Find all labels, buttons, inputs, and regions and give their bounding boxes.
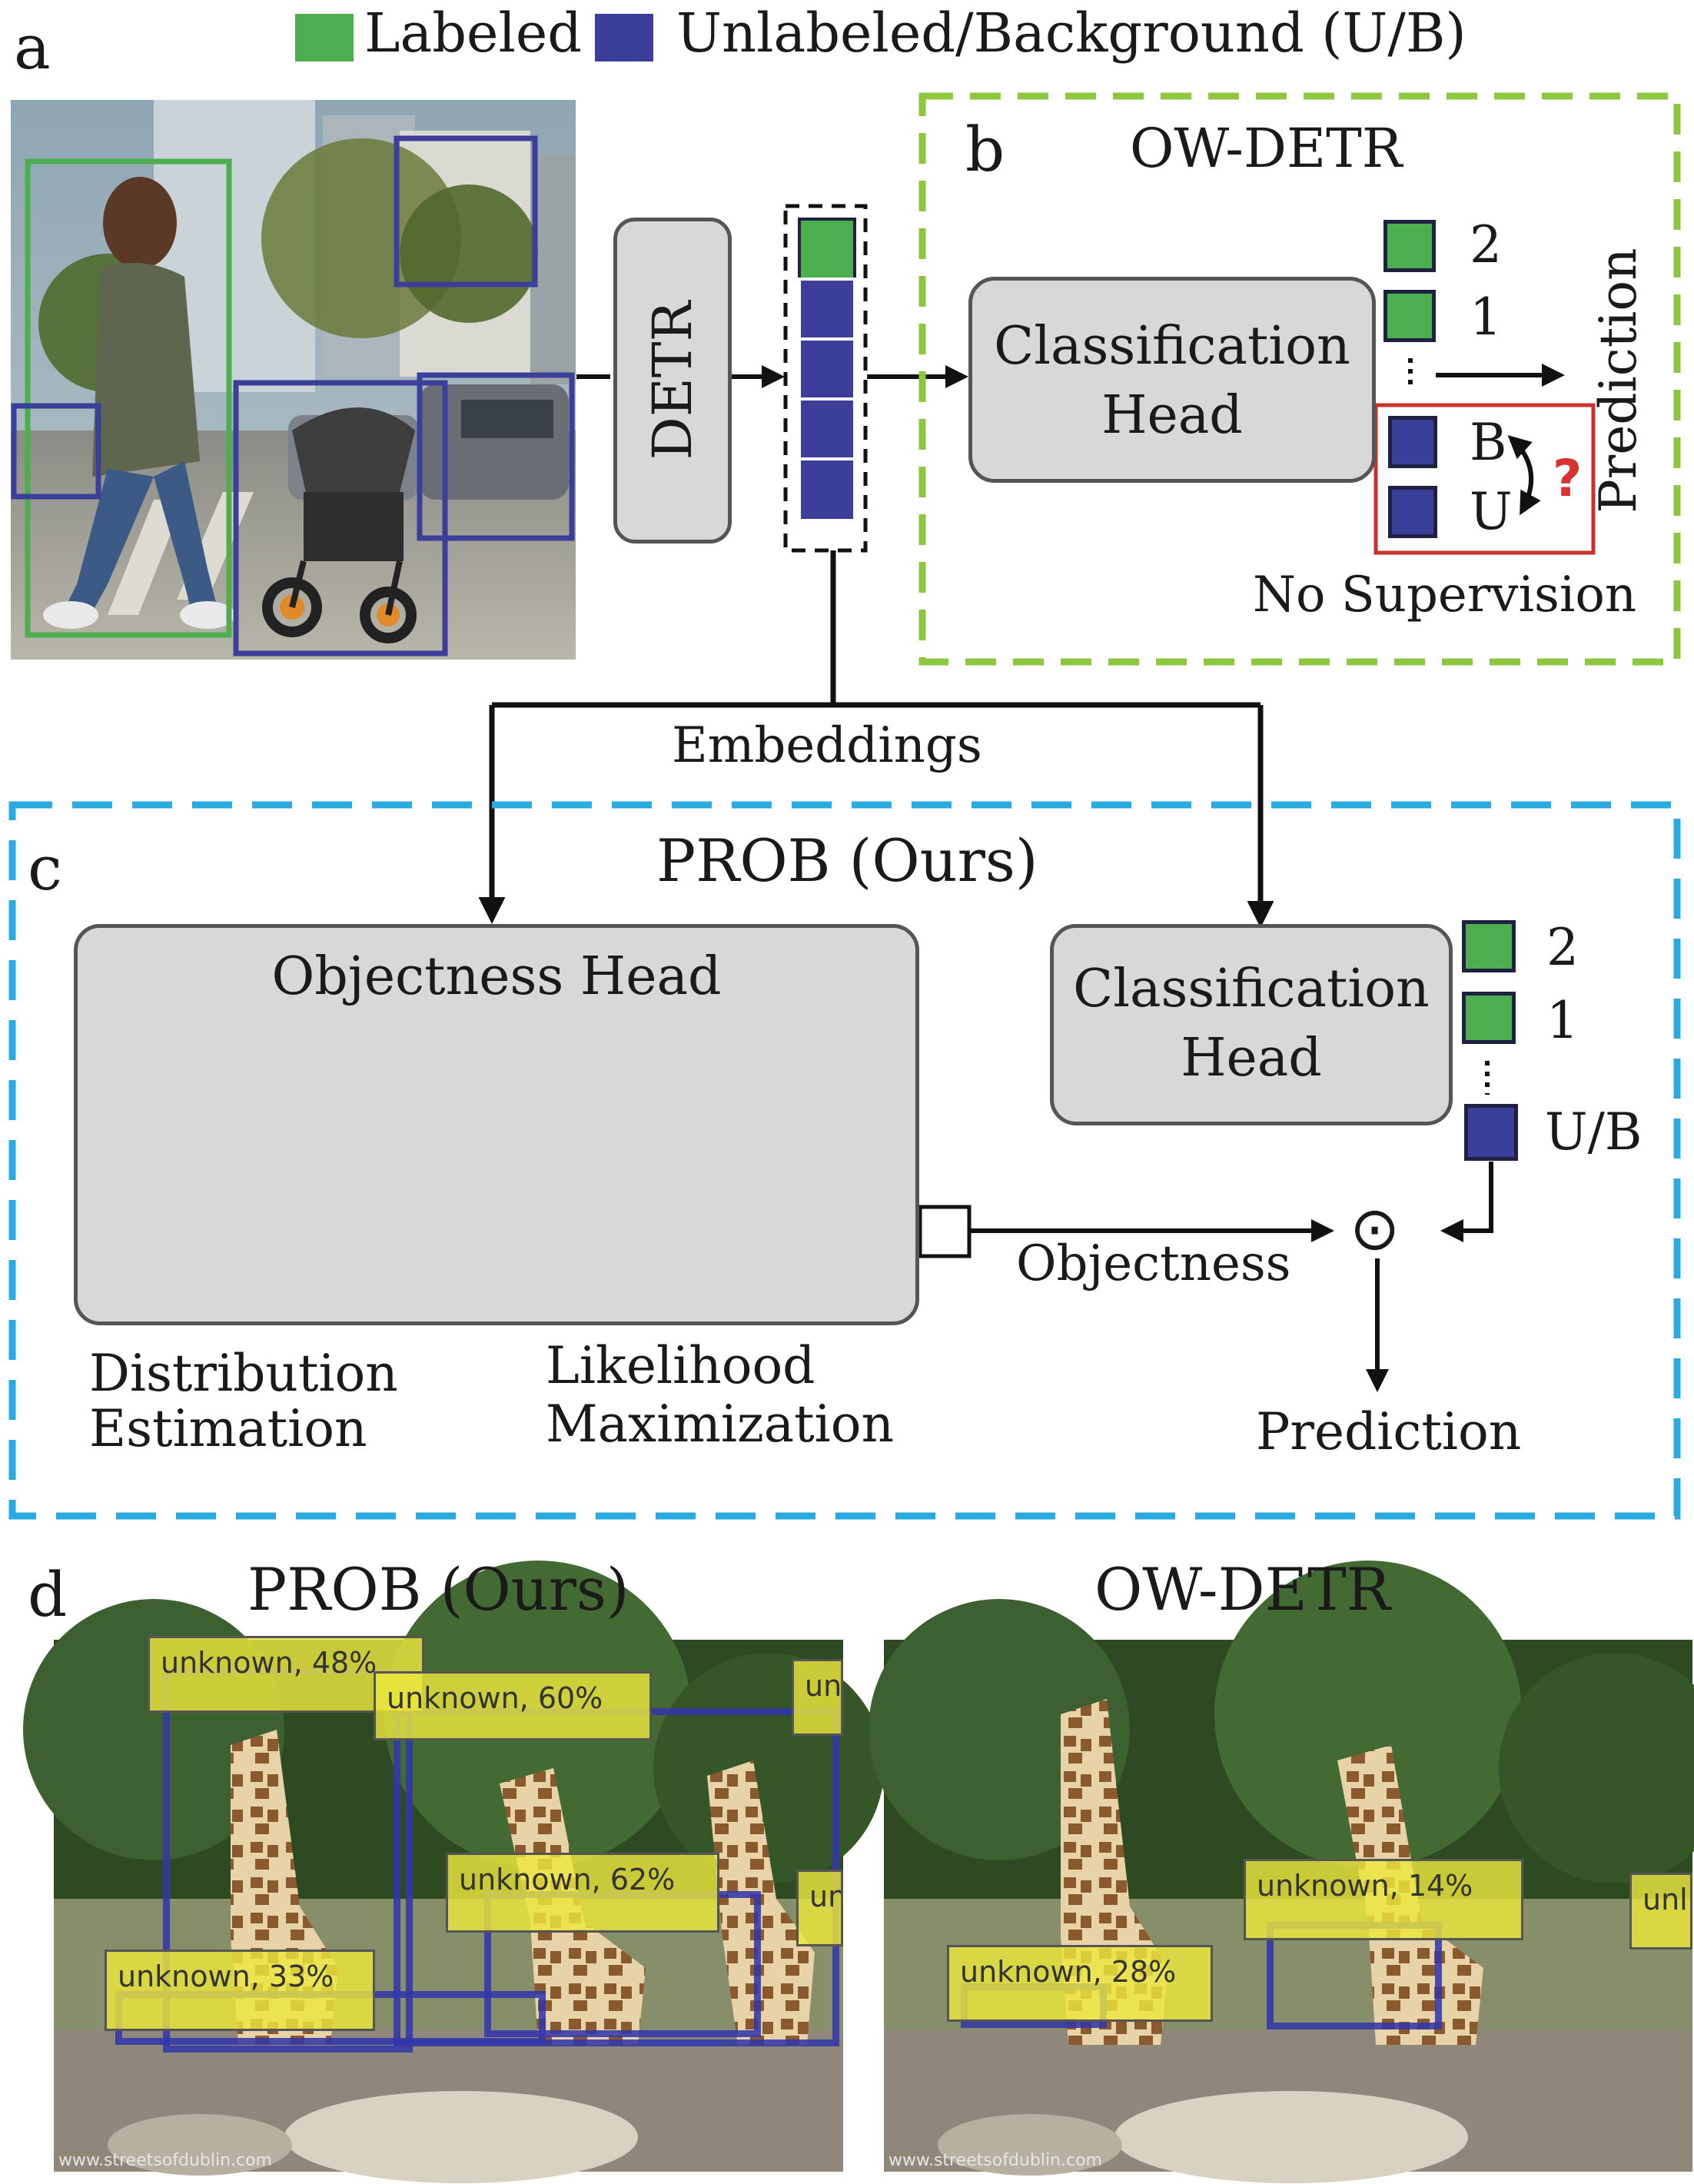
embeddings-connector [478, 550, 1274, 928]
likelihood-maximization-line1: Likelihood [546, 1336, 815, 1395]
likelihood-maximization-line2: Maximization [546, 1395, 894, 1454]
embedding-stack [783, 204, 868, 553]
legend-unlabeled-text: Unlabeled/Background (U/B) [676, 2, 1466, 65]
detection-label: unknown, 60% [374, 1671, 652, 1740]
watermark-left: www.streetsofdublin.com [58, 2151, 272, 2170]
detection-label: unknown, 33% [105, 1950, 375, 2031]
ow-output-1-square [1383, 290, 1436, 342]
prob-frame [8, 801, 1681, 1520]
panel-label-c: c [28, 833, 62, 904]
detection-label: unkn [792, 1659, 843, 1736]
distribution-estimation-line1: Distribution [89, 1344, 398, 1403]
ow-prediction-label: Prediction [1589, 248, 1648, 514]
objectness-label: Objectness [1016, 1235, 1291, 1292]
objectness-head: Objectness Head [74, 924, 919, 1325]
ow-classhead-line2: Head [1101, 385, 1243, 446]
b-u-swap-arrow [1507, 434, 1541, 516]
ow-output-u-square [1388, 486, 1437, 538]
ow-detr-frame [918, 92, 1681, 666]
detection-label: unl [1629, 1873, 1692, 1950]
ow-output-u-label: U [1470, 482, 1513, 541]
prob-output-1-label: 1 [1546, 991, 1579, 1050]
prob-classhead-line2: Head [1181, 1028, 1322, 1089]
ow-output-b-square [1388, 416, 1437, 468]
prob-prediction-label: Prediction [1256, 1402, 1522, 1461]
owdetr-result-photo [869, 1561, 1694, 2183]
prob-output-2-label: 2 [1546, 918, 1579, 977]
street-photo [11, 100, 576, 660]
prob-classification-head: Classification Head [1050, 924, 1453, 1125]
panel-label-b: b [965, 114, 1005, 185]
detection-label: unknown, 14% [1244, 1859, 1523, 1940]
arrow-ub-product [1440, 1162, 1493, 1242]
prob-output-ub-label: U/B [1545, 1102, 1643, 1162]
panel-d-left-title: PROB (Ours) [247, 1555, 629, 1624]
detr-block: DETR [613, 218, 732, 544]
distribution-estimation-line2: Estimation [89, 1399, 367, 1458]
ow-output-b-label: B [1470, 413, 1507, 472]
prob-output-2-square [1462, 920, 1516, 972]
embeddings-label: Embeddings [672, 717, 982, 774]
objectness-output-square [918, 1205, 972, 1258]
panel-d-right-title: OW-DETR [1094, 1555, 1390, 1624]
detection-label: unknown, 28% [947, 1945, 1213, 2022]
prob-title: PROB (Ours) [656, 826, 1038, 895]
detection-label: unknown, 62% [446, 1853, 719, 1933]
question-mark: ? [1553, 449, 1583, 508]
ow-output-1-label: 1 [1470, 288, 1502, 347]
ow-classification-head: Classification Head [968, 277, 1376, 483]
product-symbol: ⊙ [1350, 1195, 1400, 1264]
ow-output-2-label: 2 [1470, 215, 1502, 274]
panel-label-d: d [28, 1559, 68, 1631]
ow-classhead-line1: Classification [994, 316, 1350, 377]
legend-labeled-swatch [295, 14, 354, 61]
ow-output-2-square [1383, 220, 1436, 272]
legend-labeled-text: Labeled [364, 2, 583, 65]
detr-label: DETR [641, 301, 704, 460]
prob-output-ub-square [1464, 1104, 1518, 1161]
ow-detr-title: OW-DETR [1130, 117, 1403, 180]
prob-classhead-line1: Classification [1073, 959, 1430, 1019]
watermark-right: www.streetsofdublin.com [889, 2151, 1102, 2170]
panel-label-a: a [14, 12, 51, 83]
detection-label: unkn [796, 1870, 843, 1946]
objectness-head-title: Objectness Head [271, 946, 722, 1007]
no-supervision-label: No Supervision [1253, 567, 1637, 623]
prob-output-1-square [1462, 992, 1516, 1044]
legend-unlabeled-swatch [595, 14, 653, 61]
no-supervision-box [1373, 403, 1596, 555]
